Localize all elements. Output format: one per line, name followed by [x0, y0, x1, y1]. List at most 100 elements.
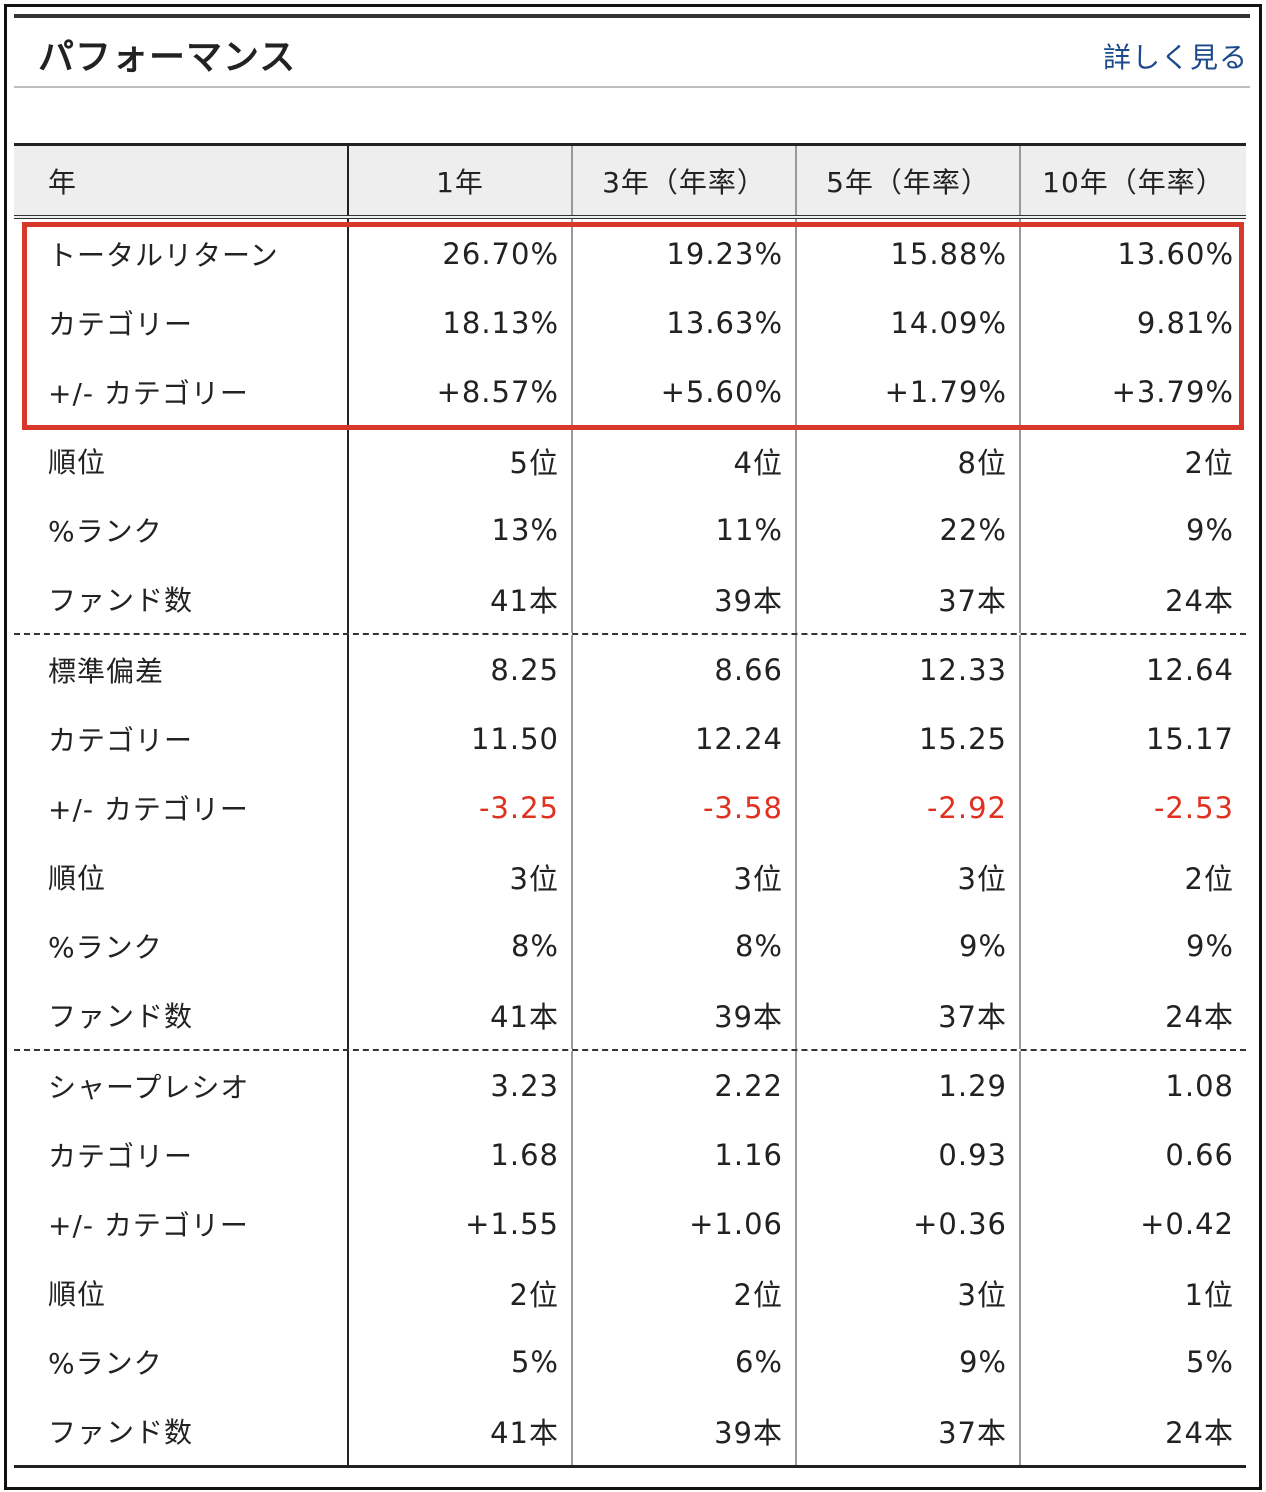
- row-value: 15.25: [797, 704, 1021, 773]
- row-value: 9%: [1185, 928, 1234, 963]
- row-value: 0.93: [797, 1120, 1021, 1189]
- row-label: 標準偏差: [14, 635, 349, 704]
- row-label: %ランク: [14, 495, 349, 564]
- row-value: 4位: [573, 426, 797, 495]
- table-row: %ランク 13% 11% 22% 9%: [14, 495, 1246, 564]
- return-group: トータルリターン 26.70% 19.23% 15.88% 13.60% カテゴリー 18.…: [14, 219, 1246, 635]
- row-value: 18.13%: [349, 288, 573, 357]
- row-label: +/- カテゴリー: [14, 773, 349, 842]
- row-value: +1.06: [573, 1189, 797, 1258]
- row-value: 13.60%: [1117, 236, 1234, 271]
- row-value: 13%: [349, 495, 573, 564]
- row-value: -3.25: [349, 773, 573, 842]
- column-header-5y: 5年（年率）: [797, 146, 1021, 215]
- panel-top-rule: [14, 14, 1250, 18]
- row-value: 37本: [797, 1396, 1021, 1465]
- row-value: 9%: [797, 1327, 1021, 1396]
- table-row: 順位 3位 3位 3位 2位: [14, 842, 1246, 911]
- row-value: 5位: [349, 426, 573, 495]
- row-value: 2位: [573, 1258, 797, 1327]
- row-value: 1位: [1184, 1277, 1234, 1312]
- row-value: 12.64: [1145, 652, 1234, 687]
- row-value: -3.58: [573, 773, 797, 842]
- row-value: 41本: [349, 1396, 573, 1465]
- row-label: シャープレシオ: [14, 1051, 349, 1120]
- row-label: %ランク: [14, 1327, 349, 1396]
- table-row: %ランク 5% 6% 9% 5%: [14, 1327, 1246, 1396]
- row-value: 14.09%: [797, 288, 1021, 357]
- table-row: ファンド数 41本 39本 37本 24本: [14, 1396, 1246, 1465]
- row-value: 37本: [797, 980, 1021, 1049]
- row-value: 39本: [573, 564, 797, 633]
- row-value: +1.55: [349, 1189, 573, 1258]
- row-value: +5.60%: [573, 357, 797, 426]
- table-row: +/- カテゴリー +1.55 +1.06 +0.36 +0.42: [14, 1189, 1246, 1258]
- row-label: %ランク: [14, 911, 349, 980]
- table-row: カテゴリー 11.50 12.24 15.25 15.17: [14, 704, 1246, 773]
- row-value: 2位: [1184, 861, 1234, 896]
- table-body: トータルリターン 26.70% 19.23% 15.88% 13.60% カテゴリー 18.…: [14, 219, 1246, 1465]
- row-value: 26.70%: [349, 219, 573, 288]
- row-value: 8.25: [349, 635, 573, 704]
- row-value: 3位: [349, 842, 573, 911]
- row-value: 1.16: [573, 1120, 797, 1189]
- row-value: 1.68: [349, 1120, 573, 1189]
- row-label: +/- カテゴリー: [14, 1189, 349, 1258]
- row-value: 13.63%: [573, 288, 797, 357]
- table-row: トータルリターン 26.70% 19.23% 15.88% 13.60%: [14, 219, 1246, 288]
- row-value: 41本: [349, 980, 573, 1049]
- row-value: 0.66: [1165, 1137, 1234, 1172]
- row-value: 39本: [573, 1396, 797, 1465]
- row-value: 2.22: [573, 1051, 797, 1120]
- table-row: 標準偏差 8.25 8.66 12.33 12.64: [14, 635, 1246, 704]
- table-row: シャープレシオ 3.23 2.22 1.29 1.08: [14, 1051, 1246, 1120]
- row-value: 6%: [573, 1327, 797, 1396]
- row-value: 8%: [349, 911, 573, 980]
- row-value: 15.88%: [797, 219, 1021, 288]
- title-divider: [14, 86, 1250, 88]
- row-label: カテゴリー: [14, 288, 349, 357]
- row-label: ファンド数: [14, 564, 349, 633]
- row-value: 12.24: [573, 704, 797, 773]
- table-row: +/- カテゴリー +8.57% +5.60% +1.79% +3.79%: [14, 357, 1246, 426]
- row-value: 12.33: [797, 635, 1021, 704]
- row-value: 11%: [573, 495, 797, 564]
- row-value: 1.08: [1165, 1068, 1234, 1103]
- row-value: 22%: [797, 495, 1021, 564]
- row-value: 9%: [1185, 512, 1234, 547]
- row-value: 3位: [797, 842, 1021, 911]
- table-row: カテゴリー 1.68 1.16 0.93 0.66: [14, 1120, 1246, 1189]
- row-value: 15.17: [1145, 721, 1234, 756]
- table-row: %ランク 8% 8% 9% 9%: [14, 911, 1246, 980]
- row-value: +8.57%: [349, 357, 573, 426]
- row-value: 41本: [349, 564, 573, 633]
- row-label: 順位: [14, 1258, 349, 1327]
- risk-group: 標準偏差 8.25 8.66 12.33 12.64 カテゴリー 11.50 12.24 15.…: [14, 635, 1246, 1051]
- table-row: ファンド数 41本 39本 37本 24本: [14, 564, 1246, 633]
- row-value: 19.23%: [573, 219, 797, 288]
- row-value: 5%: [1185, 1344, 1234, 1379]
- row-value: 24本: [1165, 1415, 1234, 1450]
- row-value: 24本: [1165, 999, 1234, 1034]
- row-label: カテゴリー: [14, 1120, 349, 1189]
- row-value: 37本: [797, 564, 1021, 633]
- see-more-link[interactable]: 詳しく見る: [1102, 41, 1248, 74]
- row-value: 8%: [573, 911, 797, 980]
- column-header-1y: 1年: [349, 146, 573, 215]
- row-value: 8.66: [573, 635, 797, 704]
- row-value: 9%: [797, 911, 1021, 980]
- row-value: 3位: [797, 1258, 1021, 1327]
- column-header-10y: 10年（年率）: [1042, 165, 1225, 199]
- performance-table: 年 1年 3年（年率） 5年（年率） 10年（年率） トータルリターン 26.70…: [14, 143, 1246, 1468]
- table-row: 順位 2位 2位 3位 1位: [14, 1258, 1246, 1327]
- panel-frame: [4, 4, 1262, 1490]
- table-row: カテゴリー 18.13% 13.63% 14.09% 9.81%: [14, 288, 1246, 357]
- column-header-3y: 3年（年率）: [573, 146, 797, 215]
- column-header-year: 年: [14, 146, 349, 215]
- row-value: 2位: [1184, 445, 1234, 480]
- table-row: +/- カテゴリー -3.25 -3.58 -2.92 -2.53: [14, 773, 1246, 842]
- row-value: 3.23: [349, 1051, 573, 1120]
- row-label: 順位: [14, 842, 349, 911]
- table-row: ファンド数 41本 39本 37本 24本: [14, 980, 1246, 1049]
- row-value: 3位: [573, 842, 797, 911]
